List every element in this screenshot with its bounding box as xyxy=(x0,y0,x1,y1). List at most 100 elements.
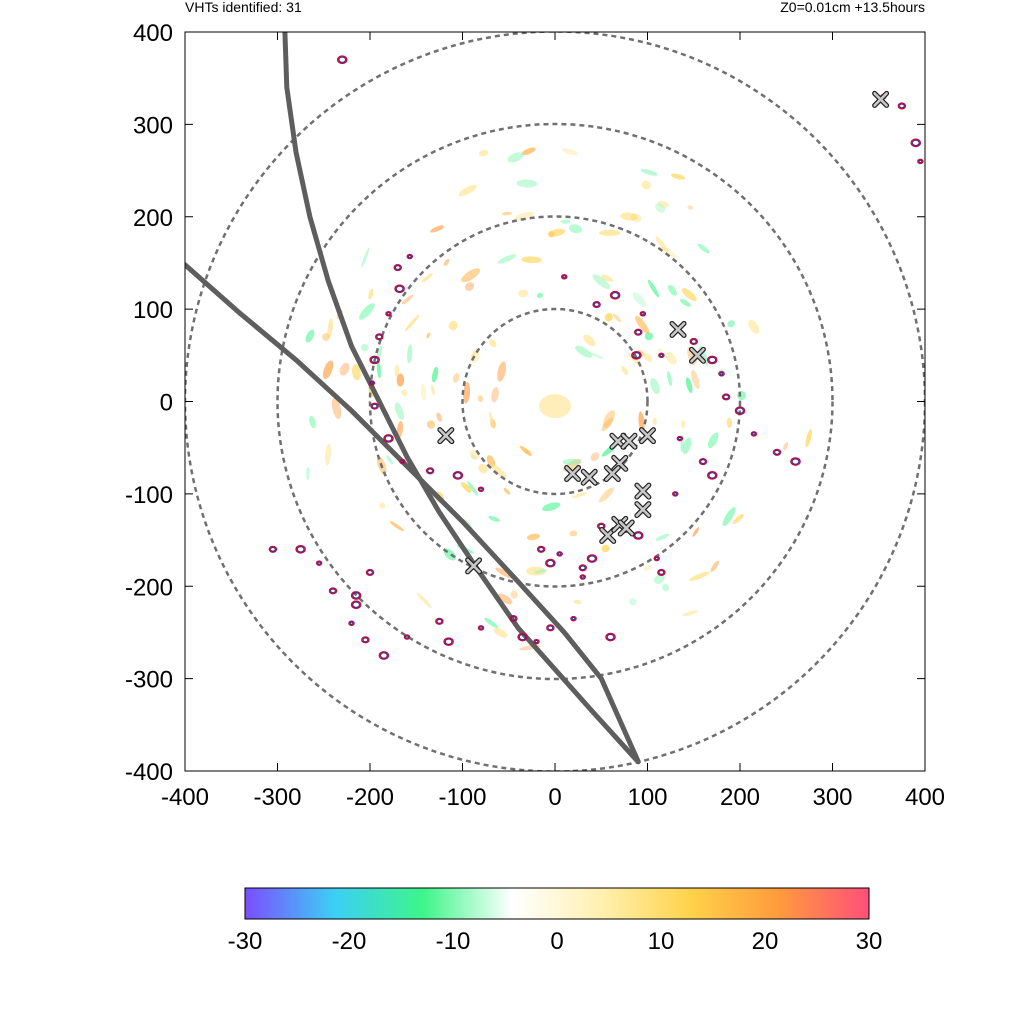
contour-cell-inner xyxy=(635,329,642,335)
storm-tracks xyxy=(185,32,641,765)
contour-cell xyxy=(561,274,568,280)
colorbar-tick-label: 30 xyxy=(856,928,883,955)
vht-marker xyxy=(639,427,656,445)
field-blob xyxy=(477,395,484,403)
contour-cell-inner xyxy=(791,458,800,465)
field-blob xyxy=(488,515,501,522)
field-blob xyxy=(394,402,404,421)
field-blob xyxy=(601,274,614,282)
vht-marker xyxy=(634,482,652,500)
colorbar-tick-label: -20 xyxy=(332,928,367,955)
field-blob xyxy=(681,420,686,428)
contour-cell-inner xyxy=(371,403,378,409)
center-blob xyxy=(539,394,571,419)
field-blob xyxy=(521,147,536,156)
contour-cell xyxy=(556,551,563,557)
vht-marker xyxy=(437,427,455,445)
axes: -400 -300 -200 -100 0 100 200 300 400 -400 -300 -20… xyxy=(125,20,945,811)
contour-cell xyxy=(328,587,338,595)
storm-track-line xyxy=(185,262,641,765)
y-tick-label: 0 xyxy=(160,390,173,417)
vht-marker xyxy=(688,346,706,364)
contour-cell-inner xyxy=(479,487,483,491)
field-blob xyxy=(732,513,744,524)
contour-cell xyxy=(350,600,362,610)
contour-cell xyxy=(399,458,406,465)
field-blob xyxy=(620,212,638,221)
field-blob xyxy=(640,168,658,176)
y-tick-label: -200 xyxy=(125,574,173,601)
field-blob xyxy=(470,454,477,460)
field-blob xyxy=(305,329,315,343)
field-blob xyxy=(650,378,660,394)
vorticity-field xyxy=(305,147,812,651)
field-blob xyxy=(488,411,494,427)
field-blob xyxy=(420,383,427,401)
contour-cell-inner xyxy=(534,640,539,644)
field-blob xyxy=(632,292,647,307)
colorbar-tick-label: 20 xyxy=(752,928,779,955)
contour-cell xyxy=(721,393,731,401)
contour-cell xyxy=(443,637,454,647)
contour-cell-inner xyxy=(362,637,369,643)
field-blob xyxy=(737,391,746,401)
contour-cell-inner xyxy=(394,265,401,270)
contour-cell-inner xyxy=(659,353,664,357)
field-blob xyxy=(571,492,588,499)
vht-marker xyxy=(669,320,687,338)
field-blob xyxy=(604,313,613,322)
x-tick-label: 200 xyxy=(720,784,760,811)
contour-cell xyxy=(361,636,370,644)
contour-cell xyxy=(375,333,384,341)
contour-cell-inner xyxy=(719,372,724,376)
field-blob xyxy=(368,288,374,300)
contour-cell-inner xyxy=(436,619,443,624)
contour-cell xyxy=(365,568,375,576)
y-tick-label: 200 xyxy=(133,205,173,232)
field-blob xyxy=(322,333,330,341)
contour-cell xyxy=(672,491,679,497)
contour-cell xyxy=(698,457,708,466)
contour-cell-inner xyxy=(899,103,905,109)
field-blob xyxy=(430,384,435,396)
vht-marker xyxy=(872,90,890,108)
contour-cell-inner xyxy=(376,334,383,340)
contour-cell-inner xyxy=(580,575,585,579)
field-blob xyxy=(490,464,507,478)
contour-cell xyxy=(536,545,546,553)
field-blob xyxy=(588,352,604,360)
contour-cell-inner xyxy=(370,381,374,385)
contour-cell-inner xyxy=(547,625,554,631)
field-blob xyxy=(560,219,571,224)
field-blob xyxy=(359,303,375,320)
field-blob xyxy=(406,344,413,364)
field-blob xyxy=(526,533,540,541)
contour-cell xyxy=(517,632,528,642)
field-blob xyxy=(421,272,433,283)
field-blob xyxy=(478,149,489,157)
field-blob xyxy=(599,487,615,503)
field-blob xyxy=(601,417,613,432)
field-blob xyxy=(394,364,400,377)
field-blob xyxy=(460,482,472,493)
field-blob xyxy=(426,332,431,339)
field-blob xyxy=(727,320,735,328)
vht-marker xyxy=(634,501,652,519)
contour-cell-inner xyxy=(654,557,659,561)
field-blob xyxy=(436,412,443,422)
field-blob xyxy=(601,544,610,553)
field-blob xyxy=(463,382,471,404)
x-tick-label: -400 xyxy=(161,784,209,811)
field-blob xyxy=(583,334,596,347)
field-blob xyxy=(665,351,677,365)
field-blob xyxy=(376,360,381,379)
field-blob xyxy=(331,397,342,419)
contour-cell xyxy=(689,337,698,346)
contour-cell xyxy=(718,371,725,377)
field-blob xyxy=(542,502,561,512)
contour-cell xyxy=(653,555,660,562)
field-blob xyxy=(629,598,637,606)
contour-cell-inner xyxy=(352,601,360,608)
field-blob xyxy=(647,279,660,298)
